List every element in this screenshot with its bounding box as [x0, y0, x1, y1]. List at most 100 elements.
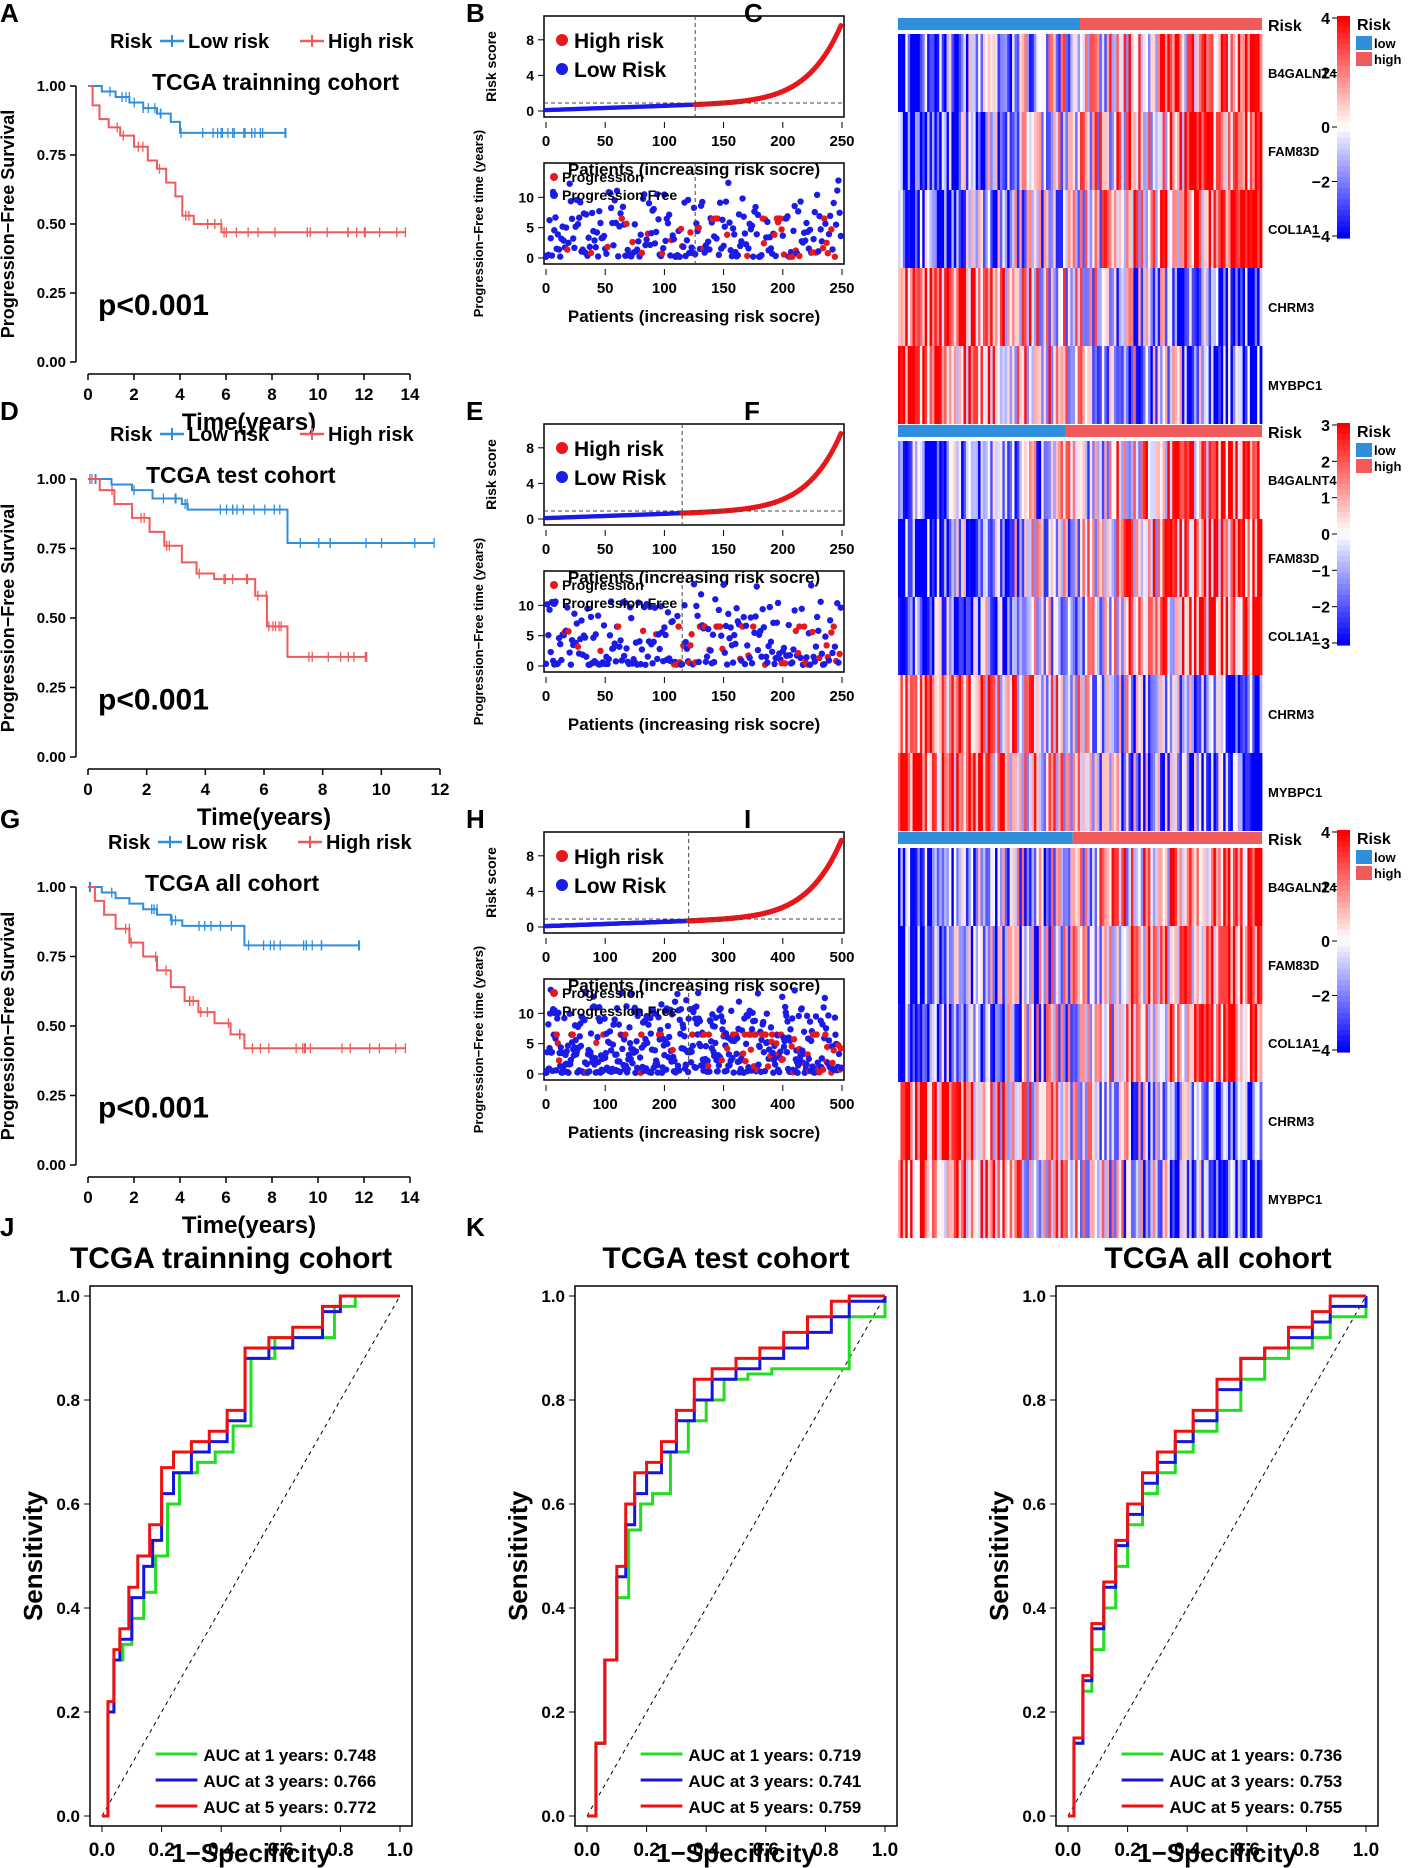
heat-cell [970, 1160, 974, 1238]
heat-cell [1026, 34, 1030, 112]
heat-cell [963, 1082, 967, 1160]
progression-free-point [661, 191, 668, 198]
y-tick-label: 0.00 [37, 1157, 66, 1174]
heat-cell [970, 346, 974, 424]
heat-cell [1213, 346, 1217, 424]
progression-free-point [822, 220, 829, 227]
progression-free-point [610, 242, 617, 249]
heat-cell [1002, 1004, 1006, 1082]
heat-cell [1198, 346, 1202, 424]
progression-free-point [692, 1064, 699, 1071]
legend-progression-free-dot [550, 1007, 558, 1015]
progression-free-point [568, 215, 576, 223]
heat-cell [1038, 1004, 1042, 1082]
colorbar-step [1337, 545, 1350, 552]
heat-cell [1002, 1160, 1006, 1238]
heat-cell [1213, 1004, 1217, 1082]
heat-cell [961, 190, 964, 268]
progression-free-point [800, 1028, 808, 1035]
heat-cell [982, 926, 986, 1004]
progression-free-point [545, 1021, 552, 1028]
heat-cell [1198, 34, 1202, 112]
heat-cell [987, 1004, 991, 1082]
heat-cell [1021, 753, 1025, 831]
heat-cell [1063, 34, 1066, 112]
heat-cell [1181, 112, 1185, 190]
heat-cell [905, 1160, 909, 1238]
heat-cell [1009, 848, 1013, 926]
annotation-low-bar [898, 832, 1073, 844]
heat-cell [1191, 848, 1195, 926]
heat-cell [934, 34, 938, 112]
colorbar-step [1337, 617, 1350, 624]
heat-cell [1133, 1004, 1137, 1082]
heat-cell [1096, 519, 1100, 597]
heat-cell [1157, 268, 1161, 346]
heat-cell [1019, 1004, 1023, 1082]
heat-cell [902, 597, 906, 675]
colorbar-step [1337, 863, 1350, 870]
heat-cell [910, 1004, 913, 1082]
heat-cell [1031, 597, 1035, 675]
heat-cell [1218, 112, 1222, 190]
heat-cell [990, 34, 994, 112]
panel-letter-k: K [466, 1212, 485, 1242]
heat-cell [1235, 753, 1239, 831]
heat-cell [951, 597, 955, 675]
progression-free-point [660, 245, 667, 252]
heat-cell [912, 675, 916, 753]
heat-cell [917, 753, 921, 831]
progression-free-point [706, 246, 713, 253]
progression-free-point [815, 248, 822, 255]
heat-cell [1036, 597, 1040, 675]
heat-cell [1048, 34, 1052, 112]
heat-cell [1113, 346, 1117, 424]
y-tick-label: 0.4 [541, 1599, 565, 1618]
progression-free-point [597, 219, 604, 227]
heat-cell [1155, 346, 1159, 424]
heat-cell [1118, 848, 1122, 926]
heat-cell [1249, 519, 1253, 597]
heat-cell [1128, 675, 1132, 753]
heat-cell [990, 597, 994, 675]
heat-cell [1257, 597, 1260, 675]
heat-cell [1145, 519, 1149, 597]
heat-cell [1084, 1004, 1088, 1082]
progression-free-point [813, 191, 821, 199]
progression-free-point [794, 208, 802, 215]
heat-cell [992, 112, 996, 190]
gene-label: COL1A1 [1268, 1036, 1319, 1051]
y-tick-label: 0.6 [541, 1495, 565, 1514]
progression-free-point [563, 1048, 570, 1055]
progression-free-point [806, 1018, 814, 1025]
colorbar-tick-label: −2 [1312, 600, 1330, 617]
heat-cell [1026, 926, 1030, 1004]
heat-cell [944, 112, 947, 190]
heat-cell [1225, 441, 1229, 519]
heat-cell [1072, 268, 1076, 346]
heat-cell [1237, 519, 1241, 597]
legend-low-label: low [1374, 36, 1397, 51]
heat-cell [1152, 1004, 1156, 1082]
colorbar-step [1337, 428, 1350, 435]
progression-free-point [662, 1066, 670, 1073]
heat-cell [1070, 1160, 1074, 1238]
heat-cell [927, 597, 930, 675]
heat-cell [951, 112, 955, 190]
progression-free-point [684, 1068, 692, 1076]
colorbar-step [1337, 907, 1350, 914]
heat-cell [1160, 675, 1163, 753]
heat-cell [1198, 848, 1202, 926]
heat-cell [946, 519, 950, 597]
heat-cell [1053, 1004, 1057, 1082]
heat-cell [1082, 268, 1086, 346]
heat-cell [1138, 926, 1142, 1004]
heat-cell [1050, 346, 1054, 424]
heat-cell [922, 753, 926, 831]
heat-cell [1121, 190, 1125, 268]
heat-cell [1211, 753, 1214, 831]
heat-cell [914, 1004, 918, 1082]
heat-cell [1130, 268, 1134, 346]
heat-cell [907, 597, 911, 675]
heat-cell [1116, 753, 1120, 831]
